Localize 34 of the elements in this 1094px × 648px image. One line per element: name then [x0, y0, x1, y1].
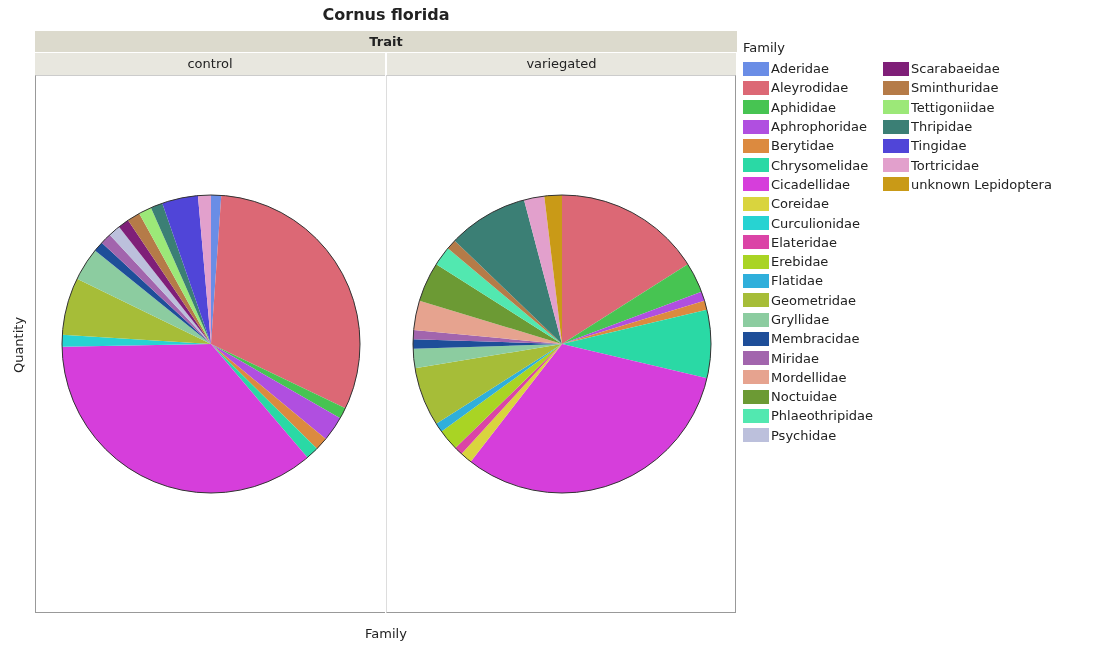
- slice-label: control: [35, 53, 385, 75]
- legend-label: Flatidae: [771, 273, 823, 289]
- legend-label: Tortricidae: [910, 157, 980, 173]
- legend-label: Aphididae: [771, 99, 837, 115]
- legend-label: Aphrophoridae: [771, 119, 868, 135]
- legend-label: Berytidae: [771, 138, 834, 154]
- legend-title: Family: [743, 40, 786, 55]
- text: Trait: [35, 31, 737, 52]
- legend-label: Tettigoniidae: [910, 99, 995, 115]
- text: Quantity: [10, 316, 26, 374]
- legend-label: Cicadellidae: [771, 176, 851, 192]
- legend-label: Aleyrodidae: [771, 80, 849, 96]
- chart-title: Cornus florida: [321, 5, 451, 24]
- legend-label: Scarabaeidae: [910, 61, 1000, 77]
- legend-label: Psychidae: [771, 427, 837, 443]
- legend-label: Phlaeothripidae: [771, 408, 873, 424]
- legend-label: Membracidae: [771, 331, 860, 347]
- legend-label: unknown Lepidoptera: [910, 176, 1052, 192]
- legend-label: Chrysomelidae: [771, 157, 869, 173]
- legend-label: Geometridae: [771, 292, 856, 308]
- legend-label: Erebidae: [771, 254, 829, 270]
- text: Family: [364, 626, 408, 641]
- legend-label: Aderidae: [771, 61, 830, 77]
- legend-label: Sminthuridae: [910, 80, 999, 96]
- legend-label: Gryllidae: [771, 312, 830, 327]
- legend-label: Noctuidae: [771, 389, 837, 405]
- legend-label: Elateridae: [771, 234, 838, 250]
- legend-label: Tingidae: [910, 138, 967, 154]
- legend-label: Miridae: [771, 350, 820, 366]
- slice-label: variegated: [386, 53, 736, 75]
- legend-label: Coreidae: [771, 196, 829, 212]
- legend-label: Thripidae: [910, 119, 973, 135]
- legend-label: Curculionidae: [771, 215, 861, 231]
- legend-label: Mordellidae: [771, 369, 847, 385]
